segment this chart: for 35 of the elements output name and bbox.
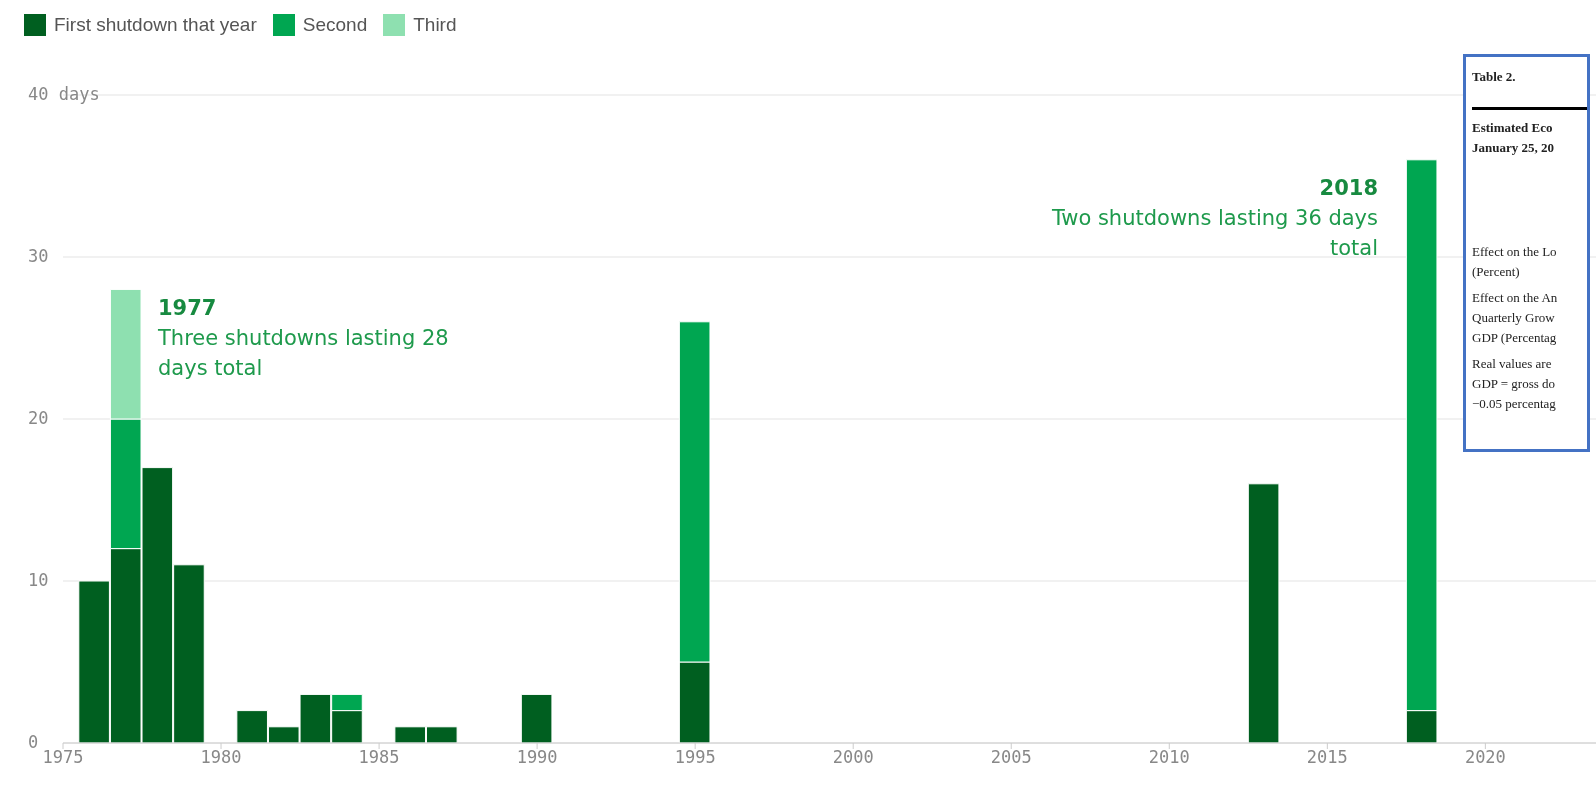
annotation: Real values are <box>1472 356 1553 372</box>
x-tick-label: 1985 <box>358 747 400 768</box>
x-tick-label: 2010 <box>1148 747 1190 768</box>
x-tick-label: 2000 <box>832 747 874 768</box>
annotation: Two shutdowns lasting 36 days total <box>1050 205 1378 262</box>
x-tick-label: 1975 <box>42 747 84 768</box>
annotation: −0.05 percentag <box>1472 396 1557 412</box>
y-tick-label: 10 <box>28 570 49 590</box>
annotation: January 25, 20 <box>1472 140 1555 156</box>
x-tick-label: 2005 <box>990 747 1032 768</box>
bar <box>520 693 553 743</box>
annotation: 2018 <box>1318 175 1378 202</box>
annotation: (Percent) <box>1472 264 1521 280</box>
legend-label: Second <box>302 14 368 36</box>
legend-label: Third <box>413 14 457 36</box>
x-tick-label: 1995 <box>674 747 716 768</box>
x-tick-label: 2015 <box>1306 747 1348 768</box>
bar <box>1247 483 1280 743</box>
annotation: Effect on the An <box>1472 290 1559 306</box>
x-tick-label: 1980 <box>200 747 242 768</box>
annotation: Quarterly Grow <box>1472 310 1556 326</box>
annotation: GDP (Percentag <box>1472 330 1558 346</box>
y-tick-label: 0 <box>28 732 39 752</box>
x-tick-label: 1990 <box>516 747 558 768</box>
annotation: 1977 <box>158 295 218 322</box>
annotation: Estimated Eco <box>1472 107 1587 136</box>
caption: Table 2. <box>1472 69 1517 85</box>
x-tick-label: 2020 <box>1464 747 1506 768</box>
annotation: Three shutdowns lasting 28 days total <box>158 325 450 382</box>
annotation: Effect on the Lo <box>1472 244 1558 260</box>
annotation: GDP = gross do <box>1472 376 1557 392</box>
y-tick-label: 30 <box>28 246 49 266</box>
y-tick-label: 40 days <box>28 84 100 104</box>
y-tick-label: 20 <box>28 408 49 428</box>
legend-label: First shutdown that year <box>54 14 257 36</box>
